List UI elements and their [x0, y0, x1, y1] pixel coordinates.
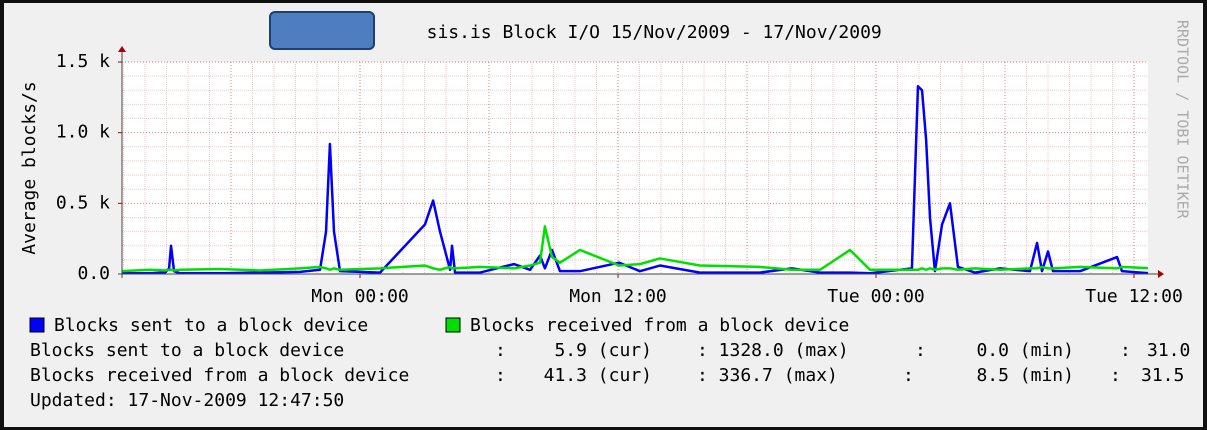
y-tick-label: 1.5 k — [56, 51, 110, 72]
stats-min: 0.0 (min) — [976, 340, 1074, 361]
stats-min: 8.5 (min) — [976, 365, 1074, 386]
stats-avg: 31.0 — [1147, 340, 1190, 361]
stats-cur: 41.3 (cur) — [544, 365, 652, 386]
stats-avg: 31.5 — [1141, 365, 1184, 386]
y-axis-label: Average blocks/s — [19, 81, 40, 254]
grid — [122, 61, 1148, 275]
legend-label: Blocks sent to a block device — [54, 315, 368, 336]
stats-label: Blocks received from a block device — [30, 365, 409, 386]
x-tick-label: Tue 00:00 — [827, 286, 925, 307]
stats-sep: : — [903, 365, 914, 386]
x-tick-label: Mon 00:00 — [311, 286, 409, 307]
chart-title: st sis.is Block I/O 15/Nov/2009 - 17/Nov… — [318, 22, 882, 43]
stats-cur: 5.9 (cur) — [554, 340, 652, 361]
legend-swatch — [445, 317, 461, 333]
stats-max: : 336.7 (max) — [697, 365, 838, 386]
x-tick-label: Tue 12:00 — [1085, 286, 1183, 307]
stats-sep: : — [1110, 365, 1121, 386]
x-tick-label: Mon 12:00 — [569, 286, 667, 307]
x-axis-arrow — [1158, 270, 1164, 278]
y-tick-label: 0.5 k — [56, 192, 110, 213]
y-tick-label: 0.0 — [77, 263, 110, 284]
legend: Blocks sent to a block device Blocks rece… — [29, 315, 1190, 411]
series-line — [121, 225, 1149, 273]
stats-sep: : — [495, 365, 506, 386]
frame-edge — [1203, 0, 1207, 430]
stats-label: Blocks sent to a block device — [30, 340, 344, 361]
y-axis-arrow — [118, 46, 126, 52]
y-tick-label: 1.0 k — [56, 122, 110, 143]
series-line — [122, 85, 1149, 275]
updated: Updated: 17-Nov-2009 12:47:50 — [30, 390, 344, 411]
legend-label: Blocks received from a block device — [470, 315, 849, 336]
stats-sep: : — [495, 340, 506, 361]
stats-sep: : — [1120, 340, 1131, 361]
watermark: RRDTOOL / TOBI OETIKER — [1174, 20, 1192, 220]
axes: 0.0 0.5 k 1.0 k 1.5 k Mon 00:00 Mon 12:00 Tue … — [56, 46, 1183, 307]
stats-sep: : — [915, 340, 926, 361]
redaction-box — [269, 11, 375, 50]
lines — [121, 85, 1149, 275]
legend-swatch — [29, 317, 45, 333]
plot-area — [122, 62, 1148, 274]
stats-max: : 1328.0 (max) — [697, 340, 849, 361]
